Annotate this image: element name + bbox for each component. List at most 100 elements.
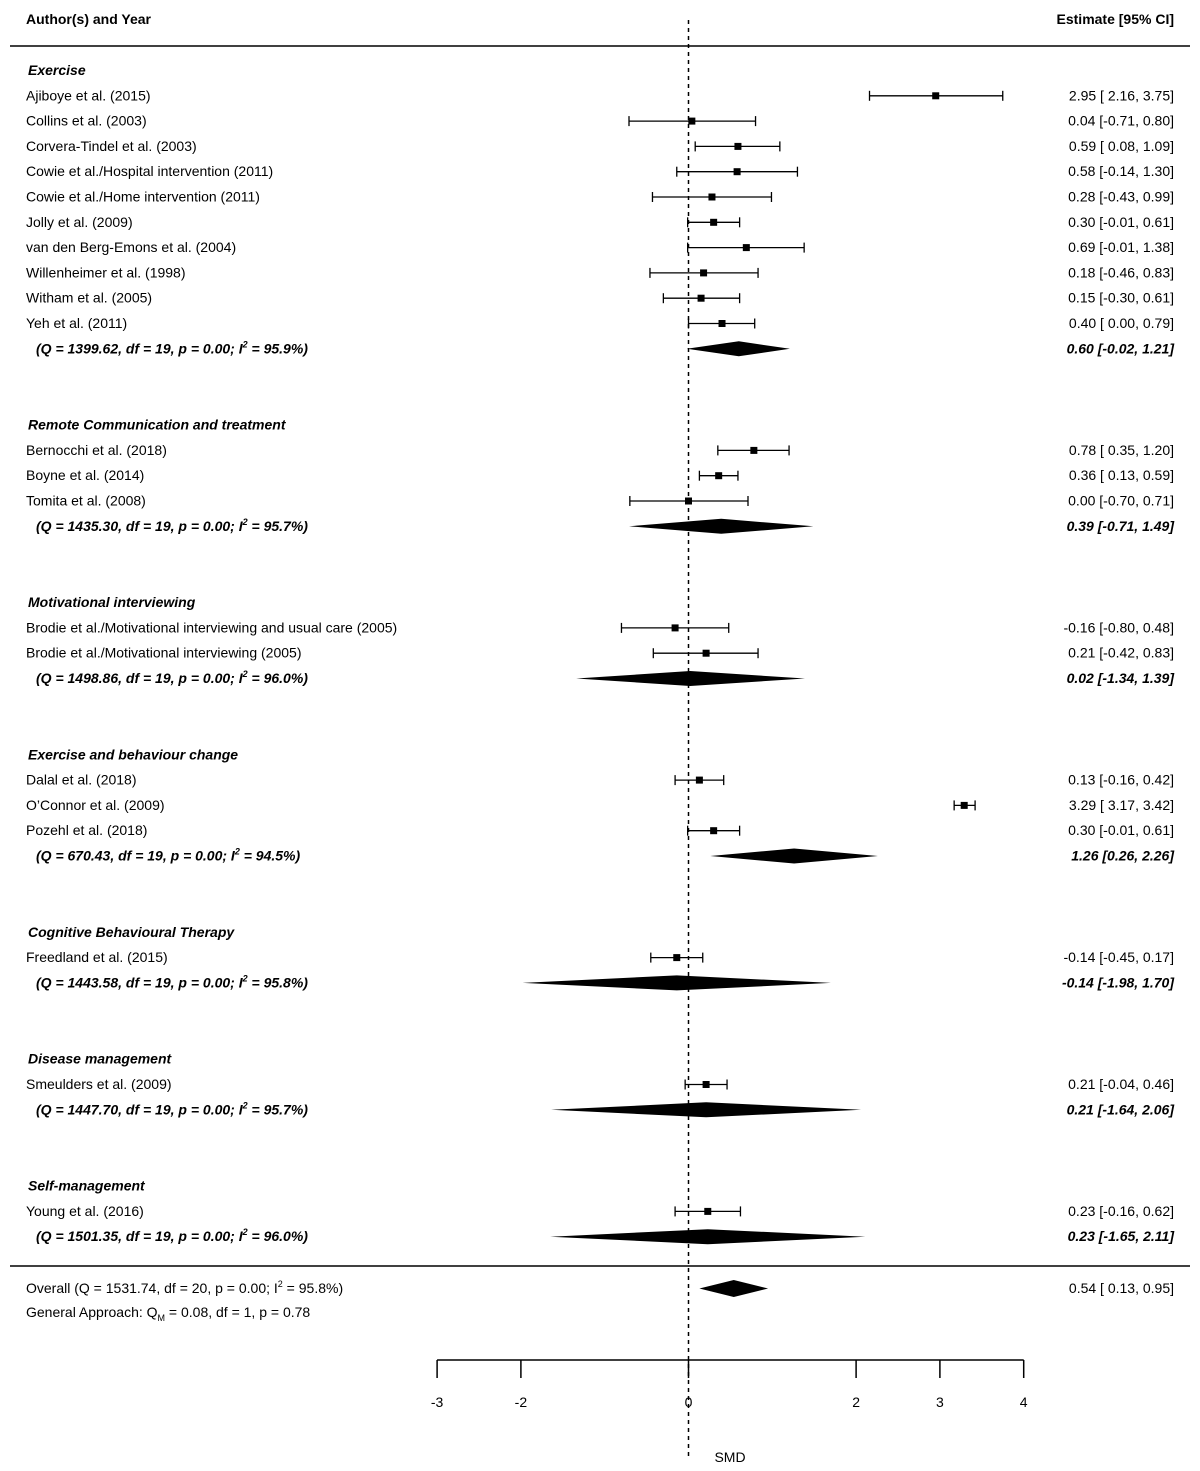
point-estimate <box>704 1207 712 1215</box>
point-estimate <box>673 954 681 962</box>
study-estimate: 0.21 [-0.42, 0.83] <box>1068 645 1174 661</box>
subgroup-diamond <box>576 671 805 686</box>
point-estimate <box>702 1081 710 1088</box>
subgroup-diamond <box>550 1229 866 1245</box>
study-estimate: 0.40 [ 0.00, 0.79] <box>1069 315 1174 331</box>
x-tick-label: 0 <box>685 1394 693 1410</box>
study-estimate: 0.00 [-0.70, 0.71] <box>1068 493 1174 509</box>
study-label: Brodie et al./Motivational interviewing … <box>26 619 397 635</box>
study-label: Willenheimer et al. (1998) <box>26 264 186 280</box>
study-ci <box>868 90 1004 101</box>
study-estimate: 0.58 [-0.14, 1.30] <box>1068 163 1174 179</box>
subgroup-diamond <box>522 975 831 991</box>
study-label: Cowie et al./Hospital intervention (2011… <box>26 163 273 179</box>
study-label: Corvera-Tindel et al. (2003) <box>26 138 197 154</box>
point-estimate <box>710 827 718 835</box>
x-tick-label: 3 <box>936 1394 944 1410</box>
subgroup-diamond <box>551 1102 862 1118</box>
study-estimate: 0.21 [-0.04, 0.46] <box>1068 1076 1174 1092</box>
study-estimate: 0.30 [-0.01, 0.61] <box>1068 822 1174 838</box>
study-label: Pozehl et al. (2018) <box>26 822 147 838</box>
point-estimate <box>734 142 742 150</box>
subgroup-heterogeneity: (Q = 1399.62, df = 19, p = 0.00; I2 = 95… <box>36 339 308 356</box>
study-ci <box>687 242 805 253</box>
point-estimate <box>702 649 710 657</box>
study-ci <box>628 116 757 127</box>
group-title: Cognitive Behavioural Therapy <box>28 924 235 940</box>
point-estimate <box>960 801 968 809</box>
subgroup-estimate: 0.21 [-1.64, 2.06] <box>1067 1101 1176 1117</box>
study-label: Dalal et al. (2018) <box>26 772 137 788</box>
study-ci <box>953 800 976 811</box>
study-label: Cowie et al./Home intervention (2011) <box>26 189 260 205</box>
subgroup-estimate: 0.39 [-0.71, 1.49] <box>1067 518 1176 534</box>
study-label: Bernocchi et al. (2018) <box>26 442 167 458</box>
x-tick-label: -3 <box>431 1394 444 1410</box>
overall-heterogeneity: Overall (Q = 1531.74, df = 20, p = 0.00;… <box>26 1279 343 1296</box>
x-tick-label: 4 <box>1020 1394 1028 1410</box>
group-title: Exercise and behaviour change <box>28 746 238 762</box>
subgroup-heterogeneity: (Q = 1498.86, df = 19, p = 0.00; I2 = 96… <box>36 669 308 686</box>
study-ci <box>649 267 759 278</box>
study-estimate: 2.95 [ 2.16, 3.75] <box>1069 87 1174 103</box>
study-estimate: 0.18 [-0.46, 0.83] <box>1068 264 1174 280</box>
study-label: Young et al. (2016) <box>26 1203 144 1219</box>
subgroup-estimate: 1.26 [0.26, 2.26] <box>1071 848 1175 864</box>
subgroup-estimate: 0.60 [-0.02, 1.21] <box>1067 340 1176 356</box>
point-estimate <box>932 92 940 100</box>
study-estimate: 0.04 [-0.71, 0.80] <box>1068 113 1174 129</box>
subgroup-diamond <box>686 341 790 357</box>
subgroup-heterogeneity: (Q = 670.43, df = 19, p = 0.00; I2 = 94.… <box>36 847 300 864</box>
group-title: Remote Communication and treatment <box>28 417 287 433</box>
x-tick-label: -2 <box>515 1394 528 1410</box>
study-ci <box>698 470 739 481</box>
subgroup-diamond <box>629 518 814 534</box>
subgroup-estimate: 0.23 [-1.65, 2.11] <box>1068 1228 1176 1244</box>
subgroup-estimate: 0.02 [-1.34, 1.39] <box>1067 670 1176 686</box>
study-estimate: -0.14 [-0.45, 0.17] <box>1063 949 1174 965</box>
point-estimate <box>715 472 723 480</box>
study-estimate: 0.69 [-0.01, 1.38] <box>1068 239 1174 255</box>
study-ci <box>684 1079 728 1090</box>
point-estimate <box>710 218 718 226</box>
study-label: Freedland et al. (2015) <box>26 949 168 965</box>
study-ci <box>687 217 741 228</box>
subgroup-heterogeneity: (Q = 1435.30, df = 19, p = 0.00; I2 = 95… <box>36 517 308 534</box>
group-title: Exercise <box>28 62 86 78</box>
study-estimate: 0.78 [ 0.35, 1.20] <box>1069 442 1174 458</box>
study-label: Brodie et al./Motivational interviewing … <box>26 645 301 661</box>
subgroup-heterogeneity: (Q = 1447.70, df = 19, p = 0.00; I2 = 95… <box>36 1100 308 1117</box>
overall-estimate: 0.54 [ 0.13, 0.95] <box>1069 1280 1174 1296</box>
study-label: Witham et al. (2005) <box>26 290 152 306</box>
study-estimate: 0.13 [-0.16, 0.42] <box>1068 772 1174 788</box>
study-ci <box>674 775 725 786</box>
study-estimate: 0.30 [-0.01, 0.61] <box>1068 214 1174 230</box>
header-estimate-ci: Estimate [95% CI] <box>1057 11 1174 27</box>
subgroup-diamond <box>710 848 878 864</box>
subgroup-estimate: -0.14 [-1.98, 1.70] <box>1062 974 1175 990</box>
study-ci <box>676 166 799 177</box>
study-ci <box>687 318 756 329</box>
group-title: Motivational interviewing <box>28 594 196 610</box>
study-label: Boyne et al. (2014) <box>26 467 144 483</box>
point-estimate <box>708 193 716 201</box>
study-estimate: 0.59 [ 0.08, 1.09] <box>1069 138 1174 154</box>
study-estimate: 0.36 [ 0.13, 0.59] <box>1069 467 1174 483</box>
subgroup-heterogeneity: (Q = 1443.58, df = 19, p = 0.00; I2 = 95… <box>36 973 308 990</box>
x-tick-label: 2 <box>852 1394 860 1410</box>
general-approach-test: General Approach: QM = 0.08, df = 1, p =… <box>26 1304 310 1323</box>
point-estimate <box>688 117 696 125</box>
study-label: O’Connor et al. (2009) <box>26 797 165 813</box>
study-ci <box>651 192 773 202</box>
header-author-year: Author(s) and Year <box>26 11 152 27</box>
study-ci <box>717 445 790 456</box>
subgroup-heterogeneity: (Q = 1501.35, df = 19, p = 0.00; I2 = 96… <box>36 1227 308 1244</box>
point-estimate <box>695 776 703 784</box>
point-estimate <box>671 624 679 632</box>
x-axis-label: SMD <box>714 1449 745 1465</box>
study-ci <box>650 952 704 963</box>
point-estimate <box>733 168 741 176</box>
study-ci <box>652 648 759 659</box>
study-label: Smeulders et al. (2009) <box>26 1076 172 1092</box>
study-label: Yeh et al. (2011) <box>26 315 127 331</box>
